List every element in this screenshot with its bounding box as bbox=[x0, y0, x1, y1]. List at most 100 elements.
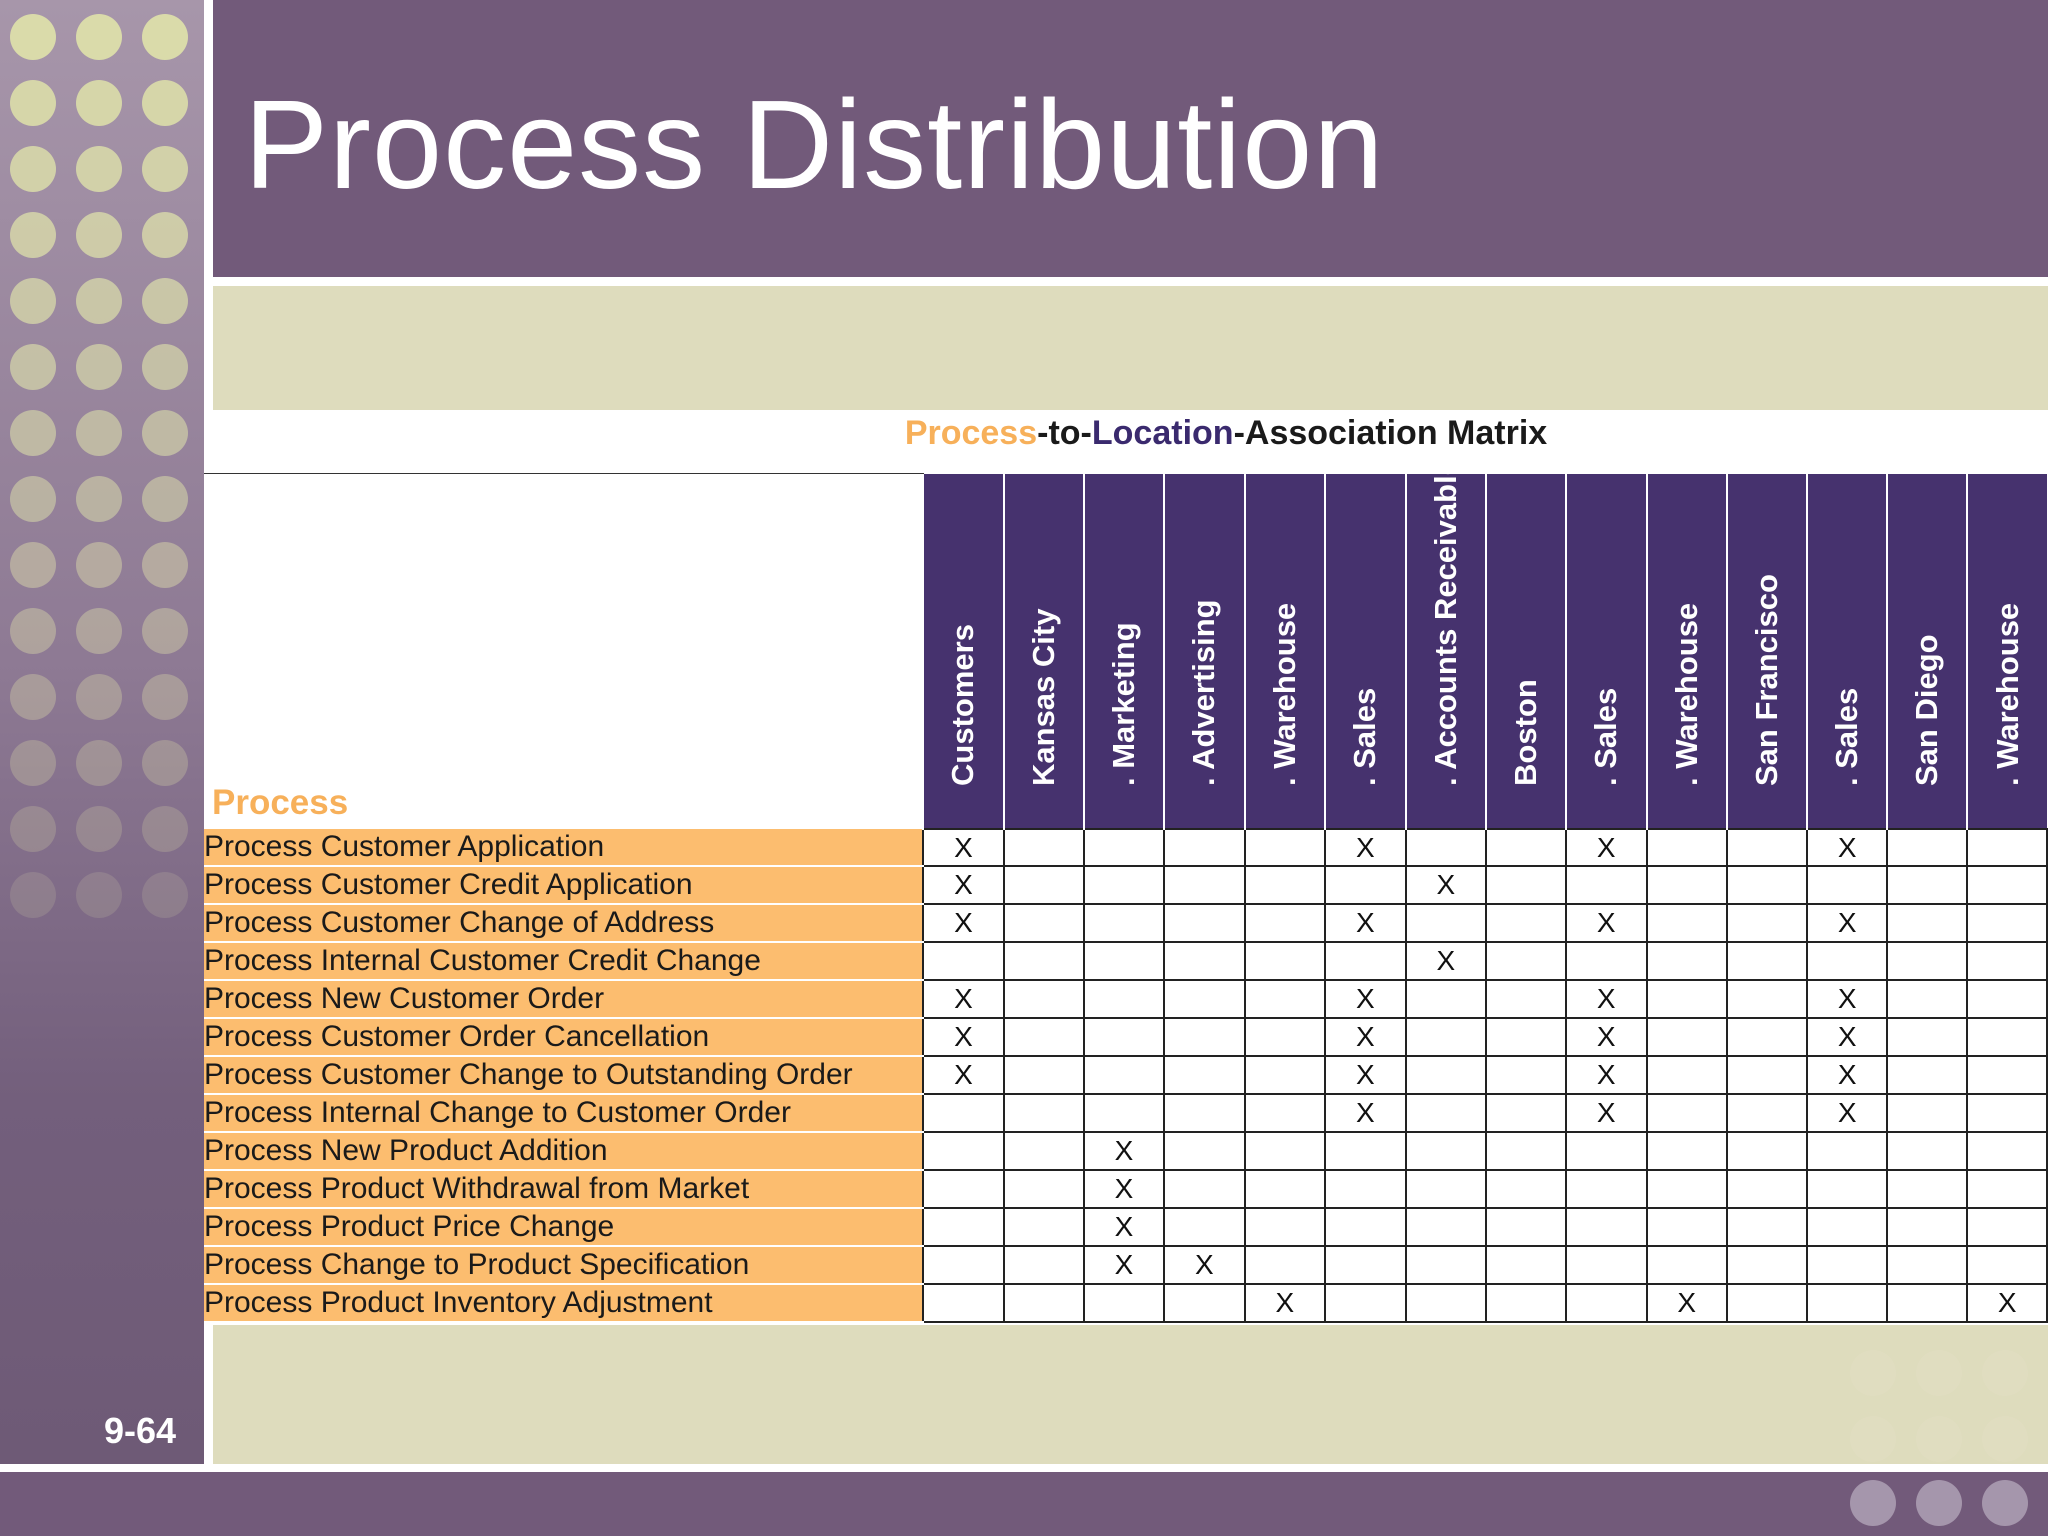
title-band bbox=[213, 0, 2048, 277]
matrix-cell bbox=[1485, 1283, 1568, 1323]
matrix-cell bbox=[1163, 1207, 1246, 1247]
matrix-cell bbox=[1243, 1093, 1327, 1133]
column-header: San Diego bbox=[1886, 474, 1968, 829]
matrix-cell bbox=[1082, 1283, 1166, 1323]
matrix-cell bbox=[1886, 1017, 1969, 1057]
matrix-cell bbox=[1805, 1207, 1889, 1247]
matrix-cell bbox=[1886, 1283, 1969, 1323]
process-column-header: Process bbox=[212, 783, 349, 822]
matrix-cell: X bbox=[1565, 903, 1648, 943]
matrix-cell bbox=[1243, 1131, 1327, 1171]
matrix-cell bbox=[1163, 828, 1246, 867]
matrix-cell bbox=[1805, 865, 1889, 905]
decorative-dot bbox=[1850, 1350, 1896, 1396]
matrix-cell: X bbox=[1324, 903, 1407, 943]
decorative-dot bbox=[76, 212, 122, 258]
column-header: . Warehouse bbox=[1966, 474, 2047, 829]
decorative-dot bbox=[142, 14, 188, 60]
decorative-dot bbox=[76, 674, 122, 720]
matrix-cell bbox=[1163, 1283, 1246, 1323]
slide-title: Process Distribution bbox=[244, 74, 1385, 215]
matrix-cell bbox=[1324, 1283, 1407, 1323]
matrix-cell: X bbox=[1324, 1093, 1407, 1133]
process-name: Process Customer Application bbox=[204, 829, 924, 867]
matrix-cell bbox=[1404, 1283, 1488, 1323]
matrix-cell bbox=[922, 1169, 1005, 1209]
matrix-row: Process Internal Change to Customer Orde… bbox=[204, 1093, 2048, 1133]
matrix-row: Process Product Withdrawal from Market X bbox=[204, 1169, 2048, 1209]
matrix-cell bbox=[1886, 979, 1969, 1019]
matrix-cell bbox=[1002, 828, 1085, 867]
matrix-cell bbox=[1966, 1169, 2048, 1209]
matrix-cell bbox=[1966, 941, 2048, 981]
matrix-cell bbox=[1002, 903, 1085, 943]
matrix-cell: X bbox=[1324, 1055, 1407, 1095]
matrix-title: Process-to-Location-Association Matrix bbox=[204, 410, 2048, 456]
decorative-dot bbox=[142, 146, 188, 192]
matrix-cell bbox=[1805, 1245, 1889, 1285]
matrix-cell: X bbox=[1082, 1169, 1166, 1209]
matrix-cell bbox=[1485, 1169, 1568, 1209]
matrix-cell bbox=[1404, 1055, 1488, 1095]
matrix-cell bbox=[1886, 1169, 1969, 1209]
matrix-cell bbox=[1565, 941, 1648, 981]
matrix-row: Process Internal Customer Credit Change X bbox=[204, 941, 2048, 981]
matrix-cell bbox=[1645, 865, 1728, 905]
matrix-cell bbox=[1163, 1169, 1246, 1209]
decorative-dot-grid bbox=[10, 14, 188, 918]
column-header: Boston bbox=[1485, 474, 1567, 829]
decorative-dot bbox=[1982, 1350, 2028, 1396]
decorative-dot bbox=[10, 872, 56, 918]
matrix-title-part: Process bbox=[904, 414, 1038, 452]
decorative-dot bbox=[10, 476, 56, 522]
bottom-divider bbox=[0, 1464, 2048, 1472]
matrix-cell bbox=[1485, 1017, 1568, 1057]
matrix-cell bbox=[1485, 865, 1568, 905]
matrix-cell bbox=[1243, 828, 1327, 867]
matrix-cell bbox=[1082, 903, 1166, 943]
matrix-cell bbox=[1725, 1283, 1808, 1323]
matrix-cell bbox=[1163, 979, 1246, 1019]
matrix-cell bbox=[1485, 979, 1568, 1019]
matrix-cell bbox=[922, 1207, 1005, 1247]
matrix-cell bbox=[1886, 1055, 1969, 1095]
matrix-cell bbox=[922, 941, 1005, 981]
matrix-cell: X bbox=[1565, 1055, 1648, 1095]
matrix-cell: X bbox=[1805, 903, 1889, 943]
matrix-row: Process Customer Change of Address X X X X bbox=[204, 903, 2048, 943]
column-header-label: San Diego bbox=[1909, 634, 1945, 786]
process-name: Process Internal Customer Credit Change bbox=[204, 942, 924, 981]
matrix-cell bbox=[1805, 1131, 1889, 1171]
decorative-bottom-dots bbox=[1850, 1480, 2028, 1526]
matrix-cell: X bbox=[1243, 1283, 1327, 1323]
bottom-band bbox=[0, 1472, 2048, 1536]
decorative-corner-dots bbox=[1850, 1350, 2028, 1462]
matrix-cell bbox=[1163, 1093, 1246, 1133]
decorative-dot bbox=[10, 14, 56, 60]
column-header-label: . Advertising bbox=[1186, 599, 1222, 786]
decorative-dot bbox=[142, 740, 188, 786]
decorative-dot bbox=[76, 344, 122, 390]
slide-number: 9-64 bbox=[104, 1410, 177, 1451]
decorative-dot bbox=[10, 542, 56, 588]
matrix-cell: X bbox=[922, 903, 1005, 943]
matrix-cell: X bbox=[1324, 1017, 1407, 1057]
process-name: Process Change to Product Specification bbox=[204, 1246, 924, 1285]
matrix-cell bbox=[1404, 979, 1488, 1019]
matrix-cell: X bbox=[922, 1017, 1005, 1057]
matrix-cell bbox=[1002, 1207, 1085, 1247]
matrix-cell bbox=[1565, 1131, 1648, 1171]
matrix-cell bbox=[1645, 828, 1728, 867]
matrix-title-part: -to- bbox=[1037, 414, 1092, 452]
matrix-cell bbox=[1565, 1283, 1648, 1323]
matrix-cell bbox=[1485, 828, 1568, 867]
matrix-cell bbox=[1645, 979, 1728, 1019]
matrix-cell: X bbox=[1565, 828, 1648, 867]
matrix-cell: X bbox=[922, 1055, 1005, 1095]
decorative-dot bbox=[10, 410, 56, 456]
matrix-cell bbox=[1725, 1055, 1808, 1095]
matrix-cell bbox=[1805, 1169, 1889, 1209]
matrix-cell bbox=[1485, 1093, 1568, 1133]
column-header: . Marketing bbox=[1082, 474, 1165, 829]
matrix-cell bbox=[1404, 1093, 1488, 1133]
